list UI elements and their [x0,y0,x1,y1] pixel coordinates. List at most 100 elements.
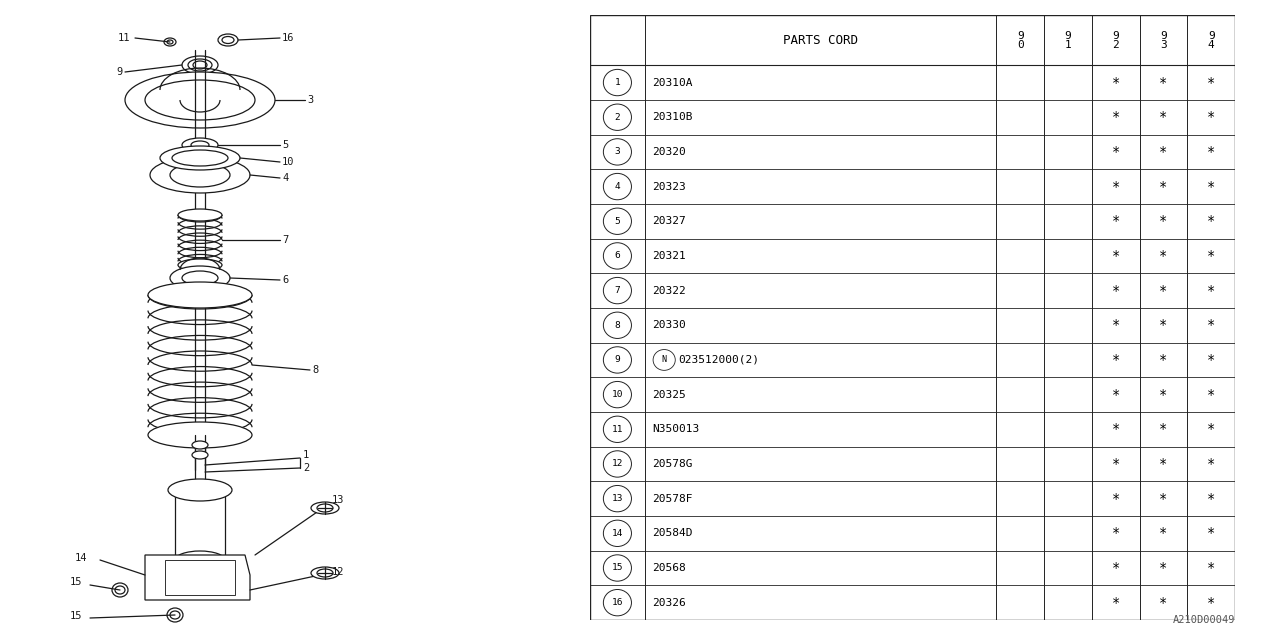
Text: *: * [1111,318,1120,332]
Text: 11: 11 [118,33,131,43]
Circle shape [603,451,631,477]
Ellipse shape [166,608,183,622]
Text: 15: 15 [612,563,623,573]
Text: *: * [1111,76,1120,90]
Text: *: * [1160,457,1167,471]
Text: 20310A: 20310A [653,77,692,88]
Text: 9
4: 9 4 [1208,31,1215,49]
Text: 9
1: 9 1 [1065,31,1071,49]
Ellipse shape [182,138,218,152]
Text: *: * [1207,284,1215,298]
Text: *: * [1160,318,1167,332]
Text: *: * [1160,180,1167,193]
Text: *: * [1160,492,1167,506]
Ellipse shape [311,567,339,579]
Text: 13: 13 [332,495,344,505]
Text: *: * [1160,353,1167,367]
Text: 10: 10 [612,390,623,399]
Text: *: * [1111,180,1120,193]
Text: *: * [1111,422,1120,436]
Text: 20326: 20326 [653,598,686,607]
Circle shape [603,139,631,165]
Text: *: * [1207,596,1215,610]
Text: *: * [1207,214,1215,228]
Text: 20578F: 20578F [653,493,692,504]
Circle shape [603,589,631,616]
Text: *: * [1160,596,1167,610]
Text: 20320: 20320 [653,147,686,157]
Text: *: * [1160,249,1167,263]
Text: PARTS CORD: PARTS CORD [783,34,858,47]
Circle shape [603,520,631,547]
Text: 12: 12 [332,567,344,577]
Text: 5: 5 [282,140,288,150]
Ellipse shape [148,422,252,448]
Text: *: * [1111,353,1120,367]
Text: *: * [1160,110,1167,124]
Text: 7: 7 [282,235,288,245]
Circle shape [603,381,631,408]
Text: *: * [1207,526,1215,540]
Ellipse shape [182,56,218,74]
Text: 4: 4 [282,173,288,183]
Text: 20321: 20321 [653,251,686,261]
Text: 9: 9 [116,67,123,77]
Text: *: * [1207,353,1215,367]
Circle shape [603,69,631,96]
Text: *: * [1207,457,1215,471]
Text: 10: 10 [282,157,294,167]
Text: *: * [1111,492,1120,506]
Text: 2: 2 [303,463,310,473]
Ellipse shape [125,72,275,128]
Text: *: * [1160,526,1167,540]
Text: 20584D: 20584D [653,528,692,538]
Text: 14: 14 [612,529,623,538]
Text: 9
3: 9 3 [1160,31,1167,49]
Text: 15: 15 [70,577,82,587]
Text: 20323: 20323 [653,182,686,191]
Text: 7: 7 [614,286,621,295]
Circle shape [603,486,631,512]
Text: 9: 9 [614,355,621,364]
Text: *: * [1160,284,1167,298]
Text: 20325: 20325 [653,390,686,399]
Ellipse shape [170,266,230,290]
Text: 4: 4 [614,182,621,191]
Polygon shape [165,560,236,595]
Text: *: * [1207,76,1215,90]
Circle shape [603,173,631,200]
Text: 6: 6 [614,252,621,260]
Ellipse shape [113,583,128,597]
Text: 13: 13 [612,494,623,503]
Text: *: * [1111,457,1120,471]
Ellipse shape [148,282,252,308]
Text: 9
0: 9 0 [1016,31,1024,49]
Ellipse shape [160,146,241,170]
Text: *: * [1207,422,1215,436]
Text: 11: 11 [612,425,623,434]
Text: N: N [662,355,667,364]
Text: *: * [1207,492,1215,506]
Text: *: * [1207,388,1215,402]
Ellipse shape [192,451,207,459]
Text: 1: 1 [614,78,621,87]
Circle shape [603,555,631,581]
Ellipse shape [168,479,232,501]
Text: 20330: 20330 [653,320,686,330]
Text: 16: 16 [282,33,294,43]
Circle shape [603,312,631,339]
Text: 3: 3 [614,147,621,156]
Text: *: * [1111,249,1120,263]
Text: 5: 5 [614,217,621,226]
Circle shape [603,277,631,304]
Text: 023512000(2): 023512000(2) [678,355,759,365]
Text: *: * [1111,284,1120,298]
Text: *: * [1111,145,1120,159]
Ellipse shape [164,38,177,46]
Ellipse shape [175,551,225,569]
Text: 20310B: 20310B [653,112,692,122]
Text: 14: 14 [76,553,87,563]
Text: 16: 16 [612,598,623,607]
Text: 8: 8 [614,321,621,330]
Text: *: * [1160,76,1167,90]
